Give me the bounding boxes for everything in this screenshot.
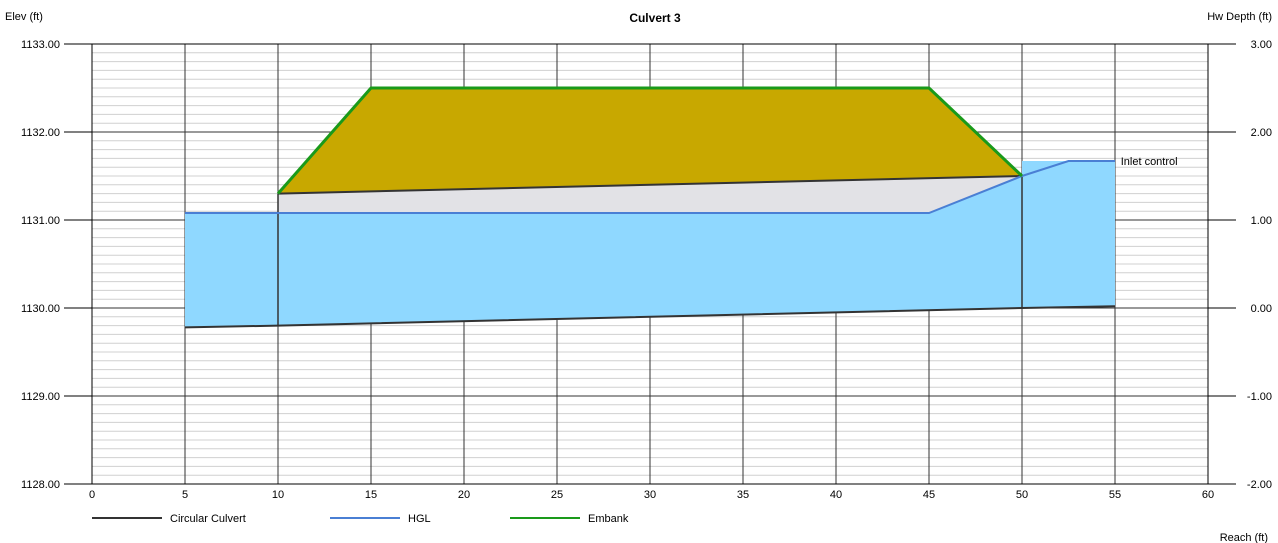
y-axis-right-label: Hw Depth (ft) <box>1207 11 1272 23</box>
x-tick-label: 60 <box>1202 489 1214 501</box>
embankment-line <box>276 86 1024 195</box>
water-fill <box>185 161 1115 328</box>
series-lines <box>184 86 1116 329</box>
culvert-air-fill <box>278 176 1022 213</box>
x-tick-label: 10 <box>272 489 284 501</box>
culvert-crown-line <box>277 175 1023 195</box>
x-tick-label: 55 <box>1109 489 1121 501</box>
annotation-inlet-control: Inlet control <box>1121 156 1178 168</box>
tick-labels: 0 5 10 15 20 25 30 35 40 45 50 55 60 1128.00 1129.00 11… <box>21 39 1272 501</box>
y-right-tick-label: -2.00 <box>1247 479 1272 491</box>
y-right-tick-label: 0.00 <box>1251 303 1272 315</box>
chart-title: Culvert 3 <box>629 11 681 25</box>
y-left-tick-label: 1131.00 <box>21 215 60 227</box>
x-tick-label: 40 <box>830 489 842 501</box>
culvert-invert-line <box>184 305 1116 329</box>
y-left-tick-label: 1130.00 <box>21 303 60 315</box>
x-axis-label: Reach (ft) <box>1220 532 1268 543</box>
plot-frame <box>91 43 1209 485</box>
y-right-tick-label: -1.00 <box>1247 391 1272 403</box>
y-left-tick-label: 1133.00 <box>21 39 60 51</box>
legend-label-hgl: HGL <box>408 513 431 525</box>
annotations: Inlet control <box>1121 156 1178 168</box>
fills <box>185 88 1115 328</box>
y-axis-left-label: Elev (ft) <box>5 11 43 23</box>
legend: Circular Culvert HGL Embank <box>92 513 629 525</box>
x-tick-label: 25 <box>551 489 563 501</box>
y-right-tick-label: 3.00 <box>1251 39 1272 51</box>
x-tick-label: 45 <box>923 489 935 501</box>
x-tick-label: 0 <box>89 489 95 501</box>
x-tick-label: 50 <box>1016 489 1028 501</box>
x-tick-label: 5 <box>182 489 188 501</box>
legend-label-embank: Embank <box>588 513 629 525</box>
y-left-tick-label: 1128.00 <box>21 479 60 491</box>
y-left-tick-label: 1132.00 <box>21 127 60 139</box>
x-tick-label: 30 <box>644 489 656 501</box>
legend-label-circular-culvert: Circular Culvert <box>170 513 246 525</box>
x-tick-label: 15 <box>365 489 377 501</box>
x-tick-label: 20 <box>458 489 470 501</box>
y-right-tick-label: 2.00 <box>1251 127 1272 139</box>
embankment-fill <box>278 88 1022 194</box>
y-right-tick-label: 1.00 <box>1251 215 1272 227</box>
x-tick-label: 35 <box>737 489 749 501</box>
y-left-tick-label: 1129.00 <box>21 391 60 403</box>
